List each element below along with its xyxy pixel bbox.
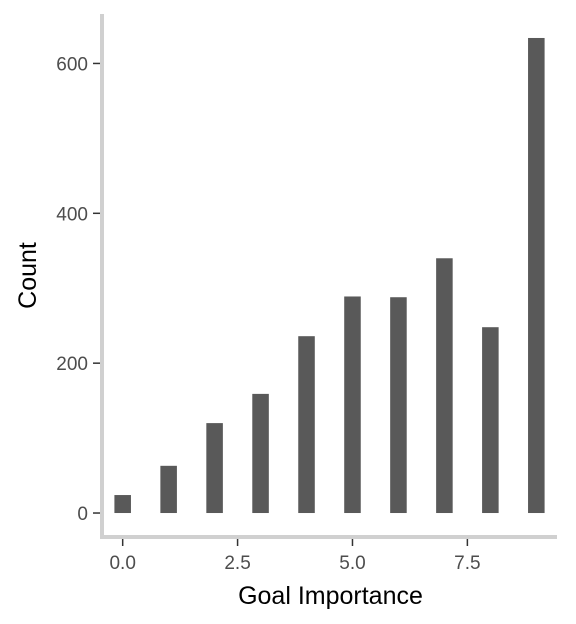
x-axis-title: Goal Importance — [238, 582, 423, 610]
y-tick-label-1: 200 — [56, 354, 88, 375]
bars-group — [114, 37, 545, 514]
y-tick-label-3: 600 — [56, 54, 88, 75]
y-axis-title: Count — [14, 242, 42, 309]
x-tick-label-0: 0.0 — [109, 553, 135, 574]
bar-1 — [160, 465, 177, 514]
bar-9 — [528, 37, 545, 514]
y-tick-label-0: 0 — [77, 504, 88, 525]
bar-4 — [298, 336, 315, 514]
bar-8 — [482, 327, 499, 514]
bar-0 — [114, 495, 131, 514]
bar-3 — [252, 393, 269, 514]
bar-5 — [344, 296, 361, 514]
x-tick-label-3: 7.5 — [454, 553, 480, 574]
bar-6 — [390, 297, 407, 514]
bar-2 — [206, 423, 223, 514]
x-tick-label-1: 2.5 — [224, 553, 250, 574]
axes-group — [100, 14, 557, 539]
y-tick-label-2: 400 — [56, 204, 88, 225]
x-tick-label-2: 5.0 — [339, 553, 365, 574]
ticks-group: 0 200 400 600 0.0 2.5 5.0 7.5 — [56, 54, 480, 574]
bar-7 — [436, 258, 453, 514]
